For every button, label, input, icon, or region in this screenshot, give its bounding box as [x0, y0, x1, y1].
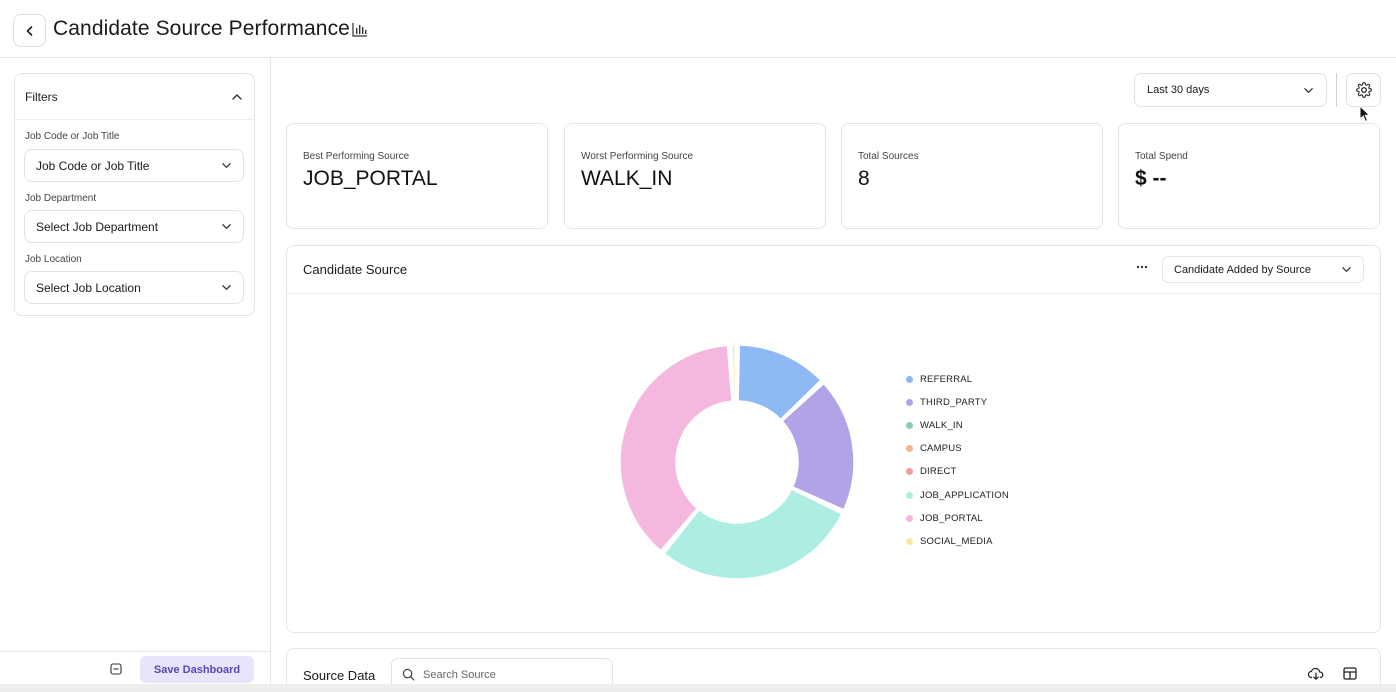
- kpi-value: $ --: [1135, 167, 1167, 190]
- legend-item-walk-in[interactable]: WALK_IN: [906, 418, 963, 432]
- date-range-value: Last 30 days: [1147, 84, 1210, 96]
- sidebar-footer: Save Dashboard: [0, 651, 270, 692]
- legend-label: REFERRAL: [920, 373, 973, 385]
- kpi-label: Total Sources: [858, 151, 919, 162]
- job-location-filter-label: Job Location: [25, 254, 82, 265]
- chevron-down-icon: [222, 285, 231, 290]
- kpi-label: Best Performing Source: [303, 151, 410, 162]
- save-dashboard-button[interactable]: Save Dashboard: [140, 656, 254, 683]
- job-department-filter-value: Select Job Department: [36, 219, 159, 234]
- kpi-best-source-card: Best Performing Source JOB_PORTAL: [286, 123, 548, 229]
- legend-label: JOB_PORTAL: [920, 512, 983, 524]
- bar-chart-icon[interactable]: [352, 22, 368, 37]
- table-view-icon[interactable]: [1343, 667, 1357, 680]
- kpi-total-spend-card: Total Spend $ --: [1118, 123, 1380, 229]
- job-department-filter-select[interactable]: Select Job Department: [24, 210, 244, 243]
- job-title-filter-label: Job Code or Job Title: [25, 131, 120, 142]
- date-range-select[interactable]: Last 30 days: [1134, 73, 1327, 107]
- job-title-filter-value: Job Code or Job Title: [36, 158, 150, 173]
- page-title: Candidate Source Performance: [53, 17, 350, 40]
- chevron-left-icon: [26, 25, 32, 36]
- collapse-panel-icon[interactable]: [110, 663, 122, 675]
- legend-label: SOCIAL_MEDIA: [920, 535, 993, 547]
- legend-dot: [906, 398, 913, 406]
- legend-label: CAMPUS: [920, 443, 962, 455]
- kpi-value: 8: [858, 167, 870, 190]
- legend-dot: [906, 514, 913, 522]
- chevron-down-icon: [1304, 87, 1313, 93]
- filters-panel: Filters Job Code or Job Title Job Code o…: [14, 73, 255, 316]
- settings-button[interactable]: [1346, 73, 1381, 107]
- chart-metric-select[interactable]: Candidate Added by Source: [1162, 256, 1364, 283]
- kpi-value: WALK_IN: [581, 167, 673, 190]
- legend-dot: [906, 468, 913, 476]
- kpi-worst-source-card: Worst Performing Source WALK_IN: [564, 123, 826, 229]
- legend-item-third-party[interactable]: THIRD_PARTY: [906, 395, 987, 409]
- job-title-filter-select[interactable]: Job Code or Job Title: [24, 149, 244, 182]
- chevron-up-icon[interactable]: [231, 91, 243, 103]
- kpi-label: Total Spend: [1135, 151, 1188, 162]
- legend-item-job-application[interactable]: JOB_APPLICATION: [906, 488, 1009, 502]
- legend-label: WALK_IN: [920, 419, 963, 431]
- chevron-down-icon: [222, 163, 231, 168]
- job-location-filter-select[interactable]: Select Job Location: [24, 271, 244, 304]
- legend-label: THIRD_PARTY: [920, 396, 988, 408]
- legend-item-campus[interactable]: CAMPUS: [906, 442, 962, 456]
- chart-card-title: Candidate Source: [303, 262, 408, 277]
- search-source-input[interactable]: [423, 668, 593, 681]
- back-button[interactable]: [13, 14, 46, 47]
- legend-label: JOB_APPLICATION: [920, 489, 1009, 501]
- mouse-cursor-icon: [1359, 105, 1371, 123]
- more-options-icon[interactable]: [1135, 260, 1149, 274]
- chevron-down-icon: [1342, 267, 1351, 272]
- gear-icon: [1355, 82, 1372, 98]
- legend-dot: [906, 491, 913, 499]
- chart-metric-value: Candidate Added by Source: [1174, 263, 1311, 276]
- page-header: Candidate Source Performance: [0, 0, 1396, 58]
- legend-item-direct[interactable]: DIRECT: [906, 465, 957, 479]
- legend-dot: [906, 445, 913, 453]
- kpi-total-sources-card: Total Sources 8: [841, 123, 1103, 229]
- legend-dot: [906, 421, 913, 429]
- candidate-source-card: Candidate Source Candidate Added by Sour…: [286, 245, 1381, 633]
- chart-card-header: Candidate Source Candidate Added by Sour…: [287, 246, 1380, 294]
- legend-item-referral[interactable]: REFERRAL: [906, 372, 972, 386]
- filters-title: Filters: [25, 89, 58, 104]
- legend-dot: [906, 375, 913, 383]
- chevron-down-icon: [222, 224, 231, 229]
- job-department-filter-label: Job Department: [25, 193, 97, 204]
- kpi-label: Worst Performing Source: [581, 151, 694, 162]
- legend-dot: [906, 537, 913, 545]
- legend-label: DIRECT: [920, 466, 957, 478]
- toolbar-divider: [1336, 73, 1337, 107]
- sidebar: Filters Job Code or Job Title Job Code o…: [0, 58, 271, 692]
- legend-item-social-media[interactable]: SOCIAL_MEDIA: [906, 534, 993, 548]
- cloud-download-icon[interactable]: [1308, 667, 1324, 681]
- filters-header[interactable]: Filters: [15, 74, 254, 120]
- source-data-title: Source Data: [303, 668, 376, 683]
- kpi-value: JOB_PORTAL: [303, 167, 438, 190]
- job-location-filter-value: Select Job Location: [36, 280, 141, 295]
- search-icon: [402, 668, 415, 681]
- scroll-edge: [0, 684, 1396, 692]
- legend-item-job-portal[interactable]: JOB_PORTAL: [906, 511, 983, 525]
